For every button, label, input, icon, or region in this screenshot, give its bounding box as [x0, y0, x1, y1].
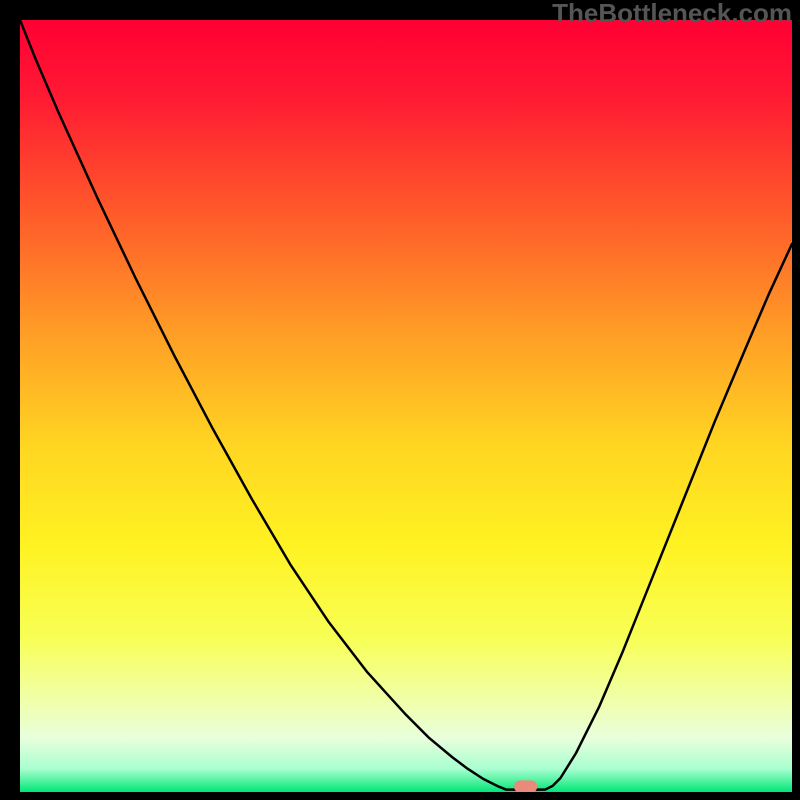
frame: TheBottleneck.com	[0, 0, 800, 800]
bottleneck-v-curve	[20, 20, 792, 792]
plot-area	[20, 20, 792, 792]
sweet-spot-marker	[514, 780, 537, 792]
curve-path	[20, 20, 792, 790]
watermark-text: TheBottleneck.com	[552, 0, 792, 29]
